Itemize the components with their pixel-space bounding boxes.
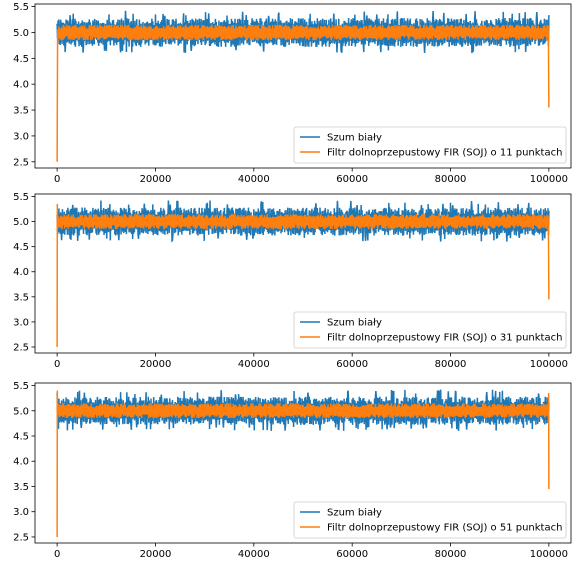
x-tick-label: 40000 — [238, 174, 270, 185]
y-tick-label: 2.5 — [13, 532, 29, 543]
x-tick-label: 80000 — [435, 359, 467, 370]
x-tick-label: 80000 — [435, 174, 467, 185]
x-tick-label: 60000 — [336, 549, 368, 560]
x-tick-label: 0 — [54, 549, 60, 560]
y-tick-label: 5.5 — [13, 2, 29, 13]
chart-panel-3: 0 20000 40000 60000 80000 100000 2.5 3.0 3.5 4.0 4… — [13, 381, 572, 560]
axes-frame — [34, 193, 572, 354]
series-line-fir-filter — [56, 204, 550, 347]
x-tick-label: 40000 — [238, 359, 270, 370]
chart-panel-2: 0 20000 40000 60000 80000 100000 2.5 3.0 3.5 4.0 4… — [13, 192, 572, 370]
x-tick-label: 80000 — [435, 549, 467, 560]
x-tick-label: 100000 — [530, 174, 568, 185]
plot-area — [56, 389, 550, 537]
legend-box — [293, 126, 567, 164]
legend-label: Szum biały — [327, 318, 382, 329]
chart-panel-1: 0 20000 40000 60000 80000 100000 2.5 3.0 3.5 4.0 4… — [13, 2, 572, 185]
axes-frame — [34, 3, 572, 169]
series-line-fir-filter — [56, 390, 550, 537]
x-tick-label: 60000 — [336, 359, 368, 370]
legend-label: Szum biały — [327, 508, 382, 519]
y-tick-label: 4.5 — [13, 431, 29, 442]
legend: Szum biały Filtr dolnoprzepustowy FIR (SO… — [293, 311, 567, 349]
x-tick-label: 20000 — [140, 549, 172, 560]
y-tick-label: 4.5 — [13, 54, 29, 65]
legend: Szum biały Filtr dolnoprzepustowy FIR (SO… — [293, 501, 567, 539]
x-tick-label: 60000 — [336, 174, 368, 185]
x-tick-label: 100000 — [530, 359, 568, 370]
y-tick-label: 4.0 — [13, 457, 29, 468]
y-tick-label: 3.5 — [13, 482, 29, 493]
plot-area — [56, 10, 550, 162]
legend-box — [293, 501, 567, 539]
x-tick-label: 20000 — [140, 359, 172, 370]
axes-frame — [34, 382, 572, 544]
y-tick-label: 3.0 — [13, 507, 29, 518]
legend-label: Szum biały — [327, 133, 382, 144]
y-tick-label: 3.5 — [13, 106, 29, 117]
y-tick-label: 4.0 — [13, 267, 29, 278]
legend-label: Filtr dolnoprzepustowy FIR (SOJ) o 31 pu… — [327, 333, 562, 344]
x-tick-label: 0 — [54, 174, 60, 185]
plot-area — [56, 200, 550, 347]
y-tick-label: 3.5 — [13, 292, 29, 303]
series-line-fir-filter — [56, 24, 550, 162]
legend-box — [293, 311, 567, 349]
y-tick-label: 4.5 — [13, 242, 29, 253]
y-tick-label: 5.5 — [13, 381, 29, 392]
legend-label: Filtr dolnoprzepustowy FIR (SOJ) o 11 pu… — [327, 148, 562, 159]
y-tick-label: 5.0 — [13, 217, 29, 228]
y-tick-label: 2.5 — [13, 157, 29, 168]
legend-label: Filtr dolnoprzepustowy FIR (SOJ) o 51 pu… — [327, 523, 562, 534]
x-tick-label: 100000 — [530, 549, 568, 560]
x-tick-label: 0 — [54, 359, 60, 370]
x-tick-label: 40000 — [238, 549, 270, 560]
y-tick-label: 2.5 — [13, 342, 29, 353]
y-tick-label: 3.0 — [13, 317, 29, 328]
y-tick-label: 4.0 — [13, 80, 29, 91]
y-tick-label: 5.0 — [13, 28, 29, 39]
y-tick-label: 5.0 — [13, 406, 29, 417]
y-tick-label: 5.5 — [13, 192, 29, 203]
y-tick-label: 3.0 — [13, 131, 29, 142]
legend: Szum biały Filtr dolnoprzepustowy FIR (SO… — [293, 126, 567, 164]
x-tick-label: 20000 — [140, 174, 172, 185]
